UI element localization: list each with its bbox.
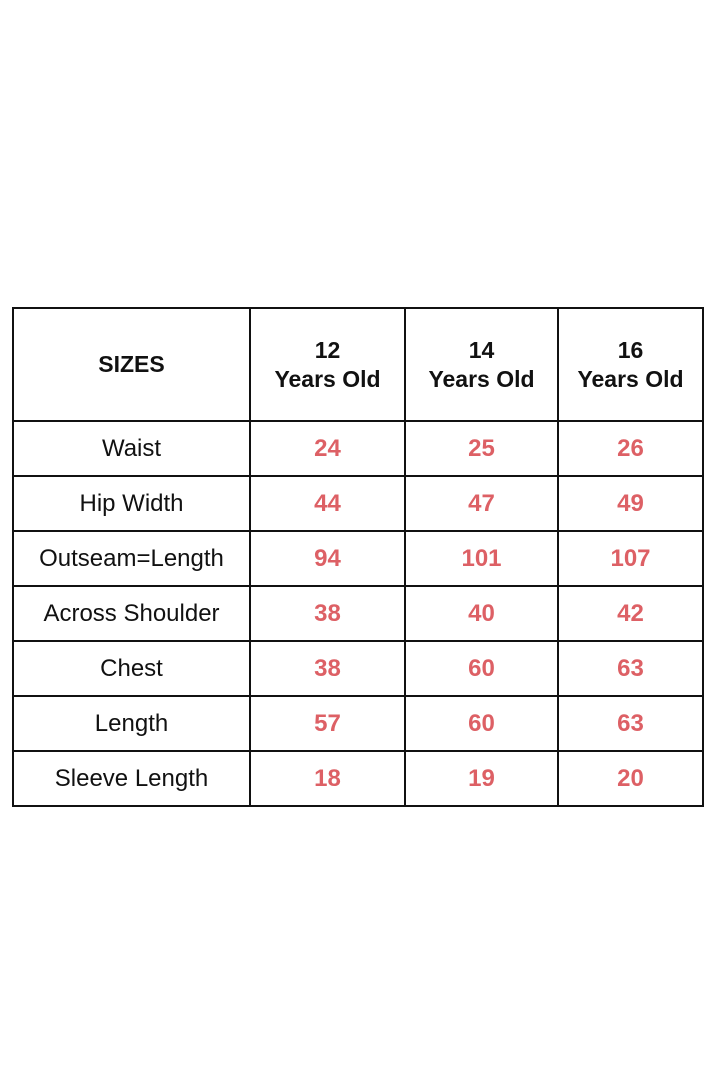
- table-row: Sleeve Length 18 19 20: [12, 750, 704, 807]
- table-row: Outseam=Length 94 101 107: [12, 530, 704, 587]
- measurement-value: 60: [404, 640, 559, 697]
- measurement-value: 63: [557, 640, 704, 697]
- measurement-value: 25: [404, 420, 559, 477]
- size-age-number: 12: [314, 336, 341, 363]
- sizes-header-cell: SIZES: [12, 307, 251, 422]
- measurement-value: 19: [404, 750, 559, 807]
- measurement-value: 94: [249, 530, 406, 587]
- size-age-number: 14: [468, 336, 495, 363]
- measurement-value: 42: [557, 585, 704, 642]
- table-row: Across Shoulder 38 40 42: [12, 585, 704, 642]
- measurement-value: 40: [404, 585, 559, 642]
- table-row: Length 57 60 63: [12, 695, 704, 752]
- measurement-value: 44: [249, 475, 406, 532]
- measurement-value: 101: [404, 530, 559, 587]
- size-column-header: 16 Years Old: [557, 307, 704, 422]
- measurement-label: Hip Width: [12, 475, 251, 532]
- measurement-value: 60: [404, 695, 559, 752]
- size-column-header: 14 Years Old: [404, 307, 559, 422]
- measurement-value: 57: [249, 695, 406, 752]
- size-age-unit: Years Old: [577, 365, 684, 392]
- size-chart-table: SIZES 12 Years Old 14 Years Old 16 Years…: [12, 307, 704, 807]
- measurement-value: 47: [404, 475, 559, 532]
- measurement-label: Outseam=Length: [12, 530, 251, 587]
- measurement-value: 63: [557, 695, 704, 752]
- measurement-value: 18: [249, 750, 406, 807]
- measurement-label: Across Shoulder: [12, 585, 251, 642]
- table-row: Waist 24 25 26: [12, 420, 704, 477]
- measurement-value: 107: [557, 530, 704, 587]
- size-column-header: 12 Years Old: [249, 307, 406, 422]
- measurement-value: 49: [557, 475, 704, 532]
- table-row: Chest 38 60 63: [12, 640, 704, 697]
- measurement-label: Length: [12, 695, 251, 752]
- size-age-unit: Years Old: [428, 365, 535, 392]
- table-row: Hip Width 44 47 49: [12, 475, 704, 532]
- header-row: SIZES 12 Years Old 14 Years Old 16 Years…: [12, 307, 704, 422]
- measurement-value: 20: [557, 750, 704, 807]
- measurement-label: Waist: [12, 420, 251, 477]
- measurement-value: 38: [249, 640, 406, 697]
- measurement-value: 24: [249, 420, 406, 477]
- measurement-value: 26: [557, 420, 704, 477]
- measurement-label: Sleeve Length: [12, 750, 251, 807]
- measurement-label: Chest: [12, 640, 251, 697]
- size-age-unit: Years Old: [274, 365, 381, 392]
- measurement-value: 38: [249, 585, 406, 642]
- size-age-number: 16: [617, 336, 644, 363]
